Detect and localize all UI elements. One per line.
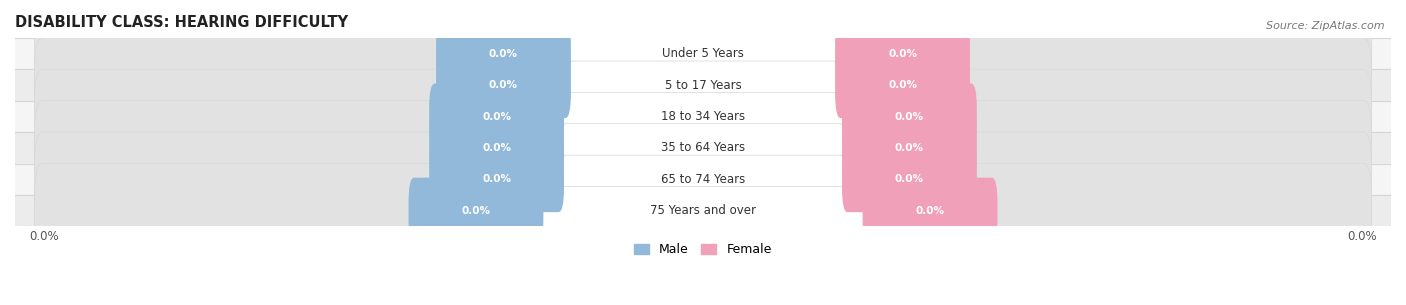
- Text: 0.0%: 0.0%: [1347, 230, 1378, 243]
- Text: 5 to 17 Years: 5 to 17 Years: [665, 79, 741, 92]
- Bar: [15, 132, 1391, 163]
- Text: 0.0%: 0.0%: [489, 49, 517, 59]
- Text: Source: ZipAtlas.com: Source: ZipAtlas.com: [1267, 21, 1385, 31]
- Text: 75 Years and over: 75 Years and over: [650, 204, 756, 217]
- Legend: Male, Female: Male, Female: [630, 239, 776, 261]
- Text: 0.0%: 0.0%: [489, 80, 517, 90]
- Bar: [15, 70, 1391, 101]
- FancyBboxPatch shape: [541, 186, 865, 235]
- Text: 65 to 74 Years: 65 to 74 Years: [661, 173, 745, 186]
- FancyBboxPatch shape: [34, 132, 1372, 227]
- FancyBboxPatch shape: [429, 84, 564, 149]
- Bar: [15, 163, 1391, 195]
- Text: 0.0%: 0.0%: [28, 230, 59, 243]
- Text: Under 5 Years: Under 5 Years: [662, 47, 744, 60]
- FancyBboxPatch shape: [842, 84, 977, 149]
- FancyBboxPatch shape: [34, 163, 1372, 258]
- FancyBboxPatch shape: [436, 21, 571, 87]
- Text: 0.0%: 0.0%: [889, 49, 917, 59]
- FancyBboxPatch shape: [562, 155, 844, 203]
- FancyBboxPatch shape: [34, 101, 1372, 195]
- FancyBboxPatch shape: [569, 30, 837, 78]
- FancyBboxPatch shape: [835, 21, 970, 87]
- FancyBboxPatch shape: [409, 178, 543, 243]
- Text: 0.0%: 0.0%: [482, 112, 512, 121]
- Text: 0.0%: 0.0%: [894, 174, 924, 184]
- FancyBboxPatch shape: [429, 115, 564, 181]
- FancyBboxPatch shape: [34, 6, 1372, 101]
- Bar: [15, 195, 1391, 226]
- Text: 0.0%: 0.0%: [461, 206, 491, 216]
- Text: 0.0%: 0.0%: [482, 143, 512, 153]
- FancyBboxPatch shape: [436, 52, 571, 118]
- Text: 0.0%: 0.0%: [894, 112, 924, 121]
- Text: 0.0%: 0.0%: [915, 206, 945, 216]
- FancyBboxPatch shape: [842, 115, 977, 181]
- FancyBboxPatch shape: [562, 92, 844, 141]
- FancyBboxPatch shape: [863, 178, 997, 243]
- Text: 18 to 34 Years: 18 to 34 Years: [661, 110, 745, 123]
- Text: 0.0%: 0.0%: [894, 143, 924, 153]
- Text: 0.0%: 0.0%: [482, 174, 512, 184]
- FancyBboxPatch shape: [562, 124, 844, 172]
- FancyBboxPatch shape: [34, 38, 1372, 132]
- FancyBboxPatch shape: [569, 61, 837, 109]
- Bar: [15, 101, 1391, 132]
- Text: 0.0%: 0.0%: [889, 80, 917, 90]
- FancyBboxPatch shape: [429, 146, 564, 212]
- FancyBboxPatch shape: [842, 146, 977, 212]
- Text: DISABILITY CLASS: HEARING DIFFICULTY: DISABILITY CLASS: HEARING DIFFICULTY: [15, 15, 349, 30]
- FancyBboxPatch shape: [835, 52, 970, 118]
- FancyBboxPatch shape: [34, 69, 1372, 164]
- Text: 35 to 64 Years: 35 to 64 Years: [661, 142, 745, 154]
- Bar: [15, 38, 1391, 70]
